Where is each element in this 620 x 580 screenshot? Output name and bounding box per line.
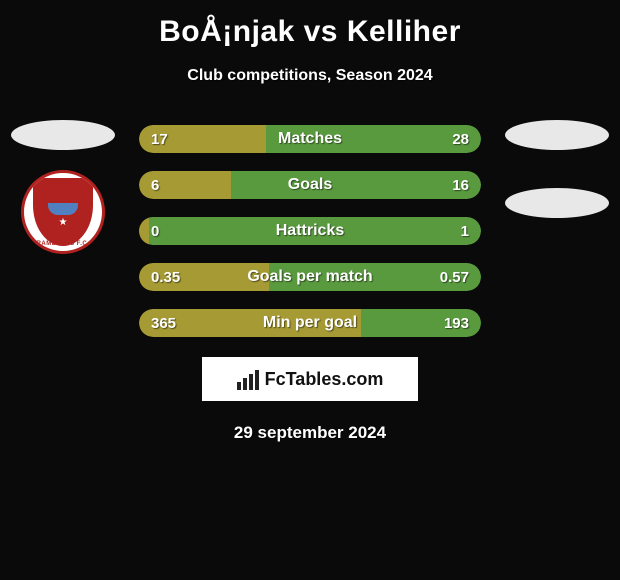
left-player-pill xyxy=(11,120,115,150)
stat-right-value: 0.57 xyxy=(440,263,469,291)
stat-row: 1728Matches xyxy=(139,125,481,153)
stat-right-value: 16 xyxy=(452,171,469,199)
stat-left-value: 0 xyxy=(151,217,159,245)
stat-left-bar xyxy=(139,217,149,245)
left-club-crest: COBH ★ RAMBLERS F.C. xyxy=(21,170,105,254)
bars-icon xyxy=(237,368,259,390)
stat-left-value: 0.35 xyxy=(151,263,180,291)
stat-left-value: 365 xyxy=(151,309,176,337)
stat-right-bar xyxy=(231,171,481,199)
stat-right-value: 193 xyxy=(444,309,469,337)
stat-left-value: 17 xyxy=(151,125,168,153)
crest-bottom-text: RAMBLERS F.C. xyxy=(24,241,102,247)
stat-right-bar xyxy=(149,217,481,245)
stat-row: 616Goals xyxy=(139,171,481,199)
crest-star-icon: ★ xyxy=(59,217,68,228)
brand-label: FcTables.com xyxy=(265,369,384,390)
brand-badge: FcTables.com xyxy=(202,357,418,401)
right-player-col xyxy=(502,120,612,218)
subtitle: Club competitions, Season 2024 xyxy=(187,67,432,85)
stat-row: 01Hattricks xyxy=(139,217,481,245)
stat-right-value: 1 xyxy=(461,217,469,245)
crest-boat-icon xyxy=(48,203,78,215)
crest-shield: ★ xyxy=(33,178,93,246)
page-title: BoÅ¡njak vs Kelliher xyxy=(159,15,461,49)
stat-left-value: 6 xyxy=(151,171,159,199)
stat-right-value: 28 xyxy=(452,125,469,153)
date-text: 29 september 2024 xyxy=(234,423,386,443)
stat-bars: 1728Matches616Goals01Hattricks0.350.57Go… xyxy=(139,125,481,337)
stat-right-bar xyxy=(266,125,481,153)
stat-row: 0.350.57Goals per match xyxy=(139,263,481,291)
stat-row: 365193Min per goal xyxy=(139,309,481,337)
right-player-pill xyxy=(505,120,609,150)
left-player-col: COBH ★ RAMBLERS F.C. xyxy=(8,120,118,254)
right-club-pill xyxy=(505,188,609,218)
